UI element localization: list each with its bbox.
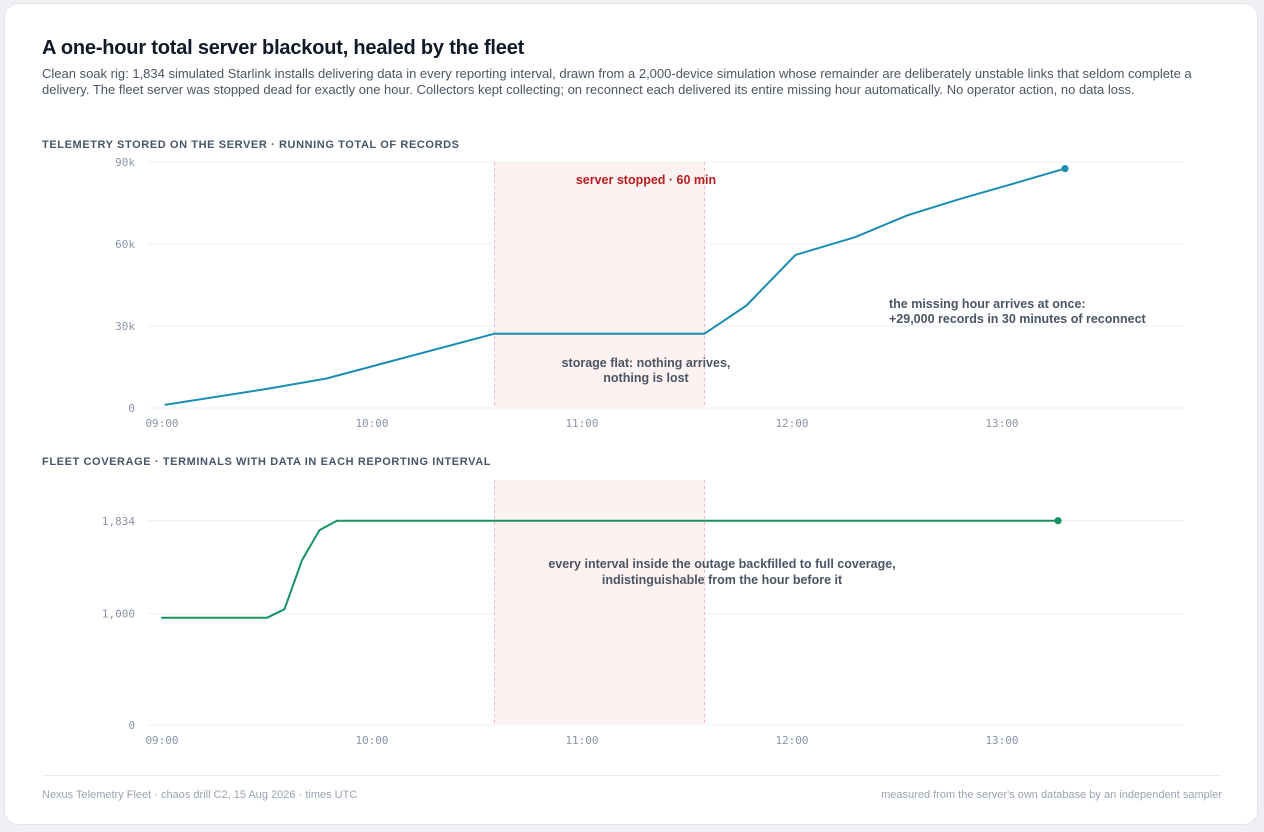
storage-series-line [164,167,1066,406]
coverage-x-tick-label: 09:00 [145,734,178,747]
coverage-end-point [1054,517,1062,525]
coverage-section-label: FLEET COVERAGE · TERMINALS WITH DATA IN … [42,456,491,468]
coverage-series-line [161,519,1059,619]
coverage-y-tick-label: 0 [128,719,135,732]
coverage-y-ticks: 0 1,000 1,834 [102,515,135,732]
storage-x-tick-label: 09:00 [145,417,178,430]
footer-source: Nexus Telemetry Fleet · chaos drill C2, … [42,789,358,801]
coverage-y-tick-label: 1,000 [102,608,135,621]
storage-x-tick-label: 13:00 [985,417,1018,430]
page-title: A one-hour total server blackout, healed… [42,37,525,59]
coverage-x-tick-label: 10:00 [355,734,388,747]
storage-x-tick-label: 12:00 [775,417,808,430]
coverage-chart: FLEET COVERAGE · TERMINALS WITH DATA IN … [42,456,1184,747]
coverage-y-tick-label: 1,834 [102,515,135,528]
storage-y-ticks: 0 30k 60k 90k [115,156,135,415]
coverage-annotation-line2: indistinguishable from the hour before i… [602,573,843,587]
storage-x-tick-label: 10:00 [355,417,388,430]
coverage-x-ticks: 09:00 10:00 11:00 12:00 13:00 [145,734,1018,747]
storage-y-tick-label: 0 [128,402,135,415]
backfill-annotation-line2: +29,000 records in 30 minutes of reconne… [889,312,1147,326]
footer-method: measured from the server's own database … [881,789,1222,801]
storage-outage-rect [494,162,705,408]
storage-x-tick-label: 11:00 [565,417,598,430]
coverage-x-tick-label: 11:00 [565,734,598,747]
coverage-x-tick-label: 12:00 [775,734,808,747]
storage-x-ticks: 09:00 10:00 11:00 12:00 13:00 [145,417,1018,430]
storage-chart: TELEMETRY STORED ON THE SERVER · RUNNING… [42,139,1184,430]
coverage-outage-rect [494,480,705,725]
storage-series [164,164,1069,406]
backfill-annotation-line1: the missing hour arrives at once: [889,297,1086,311]
storage-section-label: TELEMETRY STORED ON THE SERVER · RUNNING… [42,139,460,151]
footer-divider [42,775,1222,776]
coverage-outage-band [494,480,705,725]
outage-label: server stopped · 60 min [576,173,716,187]
page-subtitle: Clean soak rig: 1,834 simulated Starlink… [42,66,1192,97]
storage-y-tick-label: 30k [115,320,135,333]
storage-outage-band [494,162,705,408]
coverage-x-tick-label: 13:00 [985,734,1018,747]
storage-flat-annotation-line2: nothing is lost [603,371,689,385]
coverage-series [161,517,1062,619]
coverage-annotation-line1: every interval inside the outage backfil… [548,557,895,571]
storage-y-tick-label: 90k [115,156,135,169]
storage-flat-annotation-line1: storage flat: nothing arrives, [562,356,731,370]
storage-end-point [1061,164,1069,173]
storage-y-tick-label: 60k [115,238,135,251]
